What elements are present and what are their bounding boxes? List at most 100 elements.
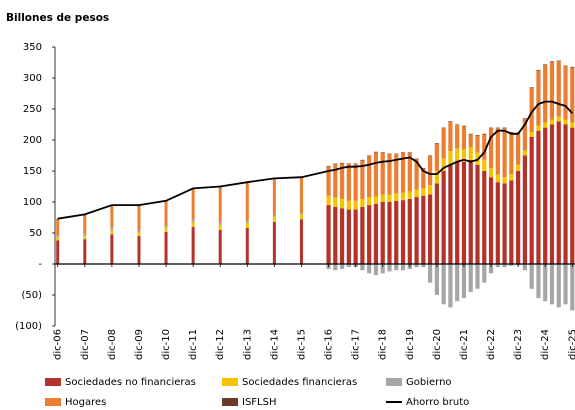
x-tick-label: dic-20	[432, 329, 443, 360]
bar-segment	[428, 194, 433, 264]
bar-segment	[536, 125, 541, 131]
bar-segment	[434, 183, 439, 264]
legend-label: Sociedades financieras	[242, 377, 357, 388]
bar-segment	[516, 133, 521, 165]
bar-segment	[272, 179, 276, 216]
bar-segment	[461, 264, 467, 299]
y-tick-label: (50)	[21, 290, 42, 301]
bar-segment	[137, 232, 141, 237]
bar-segment	[441, 128, 446, 159]
bar-segment	[326, 195, 331, 206]
bar-segment	[339, 198, 345, 209]
bar-segment	[509, 180, 514, 264]
bar-segment	[400, 152, 406, 154]
bar-segment	[421, 167, 426, 169]
bar-segment	[421, 195, 426, 264]
bar-segment	[414, 197, 419, 264]
bar-segment	[448, 121, 453, 123]
bar-segment	[360, 198, 365, 207]
bar-segment	[509, 131, 514, 133]
bar-segment	[556, 60, 561, 62]
bar-segment	[421, 188, 426, 196]
x-tick-label: dic-09	[134, 329, 145, 360]
bar-segment	[428, 264, 433, 283]
bar-segment	[529, 136, 534, 264]
y-tick-label: 50	[29, 228, 42, 239]
bar-segment	[543, 122, 548, 128]
bar-segment	[502, 183, 507, 264]
bar-segment	[509, 264, 514, 266]
bar-segment	[218, 224, 222, 230]
bar-segment	[360, 264, 365, 271]
bar-segment	[522, 118, 527, 151]
bar-segment	[299, 213, 303, 215]
bar-segment	[536, 264, 541, 299]
bar-segment	[556, 61, 561, 117]
y-tick-label: 200	[23, 135, 42, 146]
bar-segment	[549, 119, 555, 125]
bar-segment	[394, 193, 399, 201]
bar-segment	[346, 164, 351, 201]
bar-segment	[191, 219, 195, 222]
bar-segment	[529, 131, 534, 137]
bar-segment	[434, 143, 439, 171]
bar-segment	[434, 143, 439, 144]
bar-segment	[468, 133, 473, 135]
bar-segment	[495, 174, 500, 183]
bar-segment	[516, 171, 521, 264]
bar-segment	[461, 126, 467, 150]
bar-segment	[218, 187, 222, 222]
bar-segment	[428, 155, 433, 157]
bar-segment	[360, 160, 365, 199]
bar-segment	[495, 264, 500, 268]
bar-segment	[400, 153, 406, 193]
x-tick-label: dic-11	[188, 329, 199, 360]
bar-segment	[421, 264, 426, 268]
bar-segment	[468, 264, 473, 292]
bar-segment	[272, 216, 276, 222]
bar-segment	[482, 134, 487, 160]
bar-segment	[441, 264, 446, 305]
bar-segment	[339, 208, 345, 264]
bar-segment	[353, 163, 358, 165]
bar-segment	[353, 200, 358, 210]
bar-segment	[428, 185, 433, 195]
y-tick-label: 150	[23, 166, 42, 177]
bar-segment	[367, 205, 372, 264]
bar-segment	[482, 133, 487, 135]
bar-segment	[333, 206, 338, 264]
bar-segment	[421, 168, 426, 189]
bar-segment	[570, 127, 575, 264]
bar-segment	[353, 164, 358, 201]
bar-segment	[137, 230, 141, 233]
bar-segment	[543, 264, 548, 302]
bar-segment	[482, 171, 487, 264]
bar-segment	[488, 128, 494, 168]
bar-segment	[373, 151, 379, 153]
y-tick-label: 100	[23, 197, 42, 208]
bar-segment	[367, 155, 372, 157]
bar-segment	[333, 197, 338, 207]
bar-segment	[164, 227, 168, 232]
x-tick-label: dic-10	[161, 329, 172, 360]
bar-segment	[488, 127, 494, 129]
bar-segment	[333, 264, 338, 271]
bar-segment	[346, 163, 351, 165]
bar-segment	[563, 119, 568, 125]
x-tick-label: dic-19	[405, 329, 416, 360]
bar-segment	[299, 177, 303, 214]
x-tick-label: dic-21	[459, 329, 470, 360]
bar-segment	[380, 153, 385, 195]
chart-title: Billones de pesos	[6, 12, 109, 24]
bar-segment	[394, 153, 399, 155]
bar-segment	[83, 233, 87, 237]
bar-segment	[373, 203, 379, 264]
bar-segment	[56, 219, 60, 236]
bar-segment	[333, 164, 338, 198]
bar-segment	[536, 130, 541, 264]
bar-segment	[394, 200, 399, 264]
bar-segment	[549, 264, 555, 305]
bar-segment	[394, 154, 399, 194]
bar-segment	[360, 159, 365, 161]
legend-swatch	[45, 398, 61, 406]
